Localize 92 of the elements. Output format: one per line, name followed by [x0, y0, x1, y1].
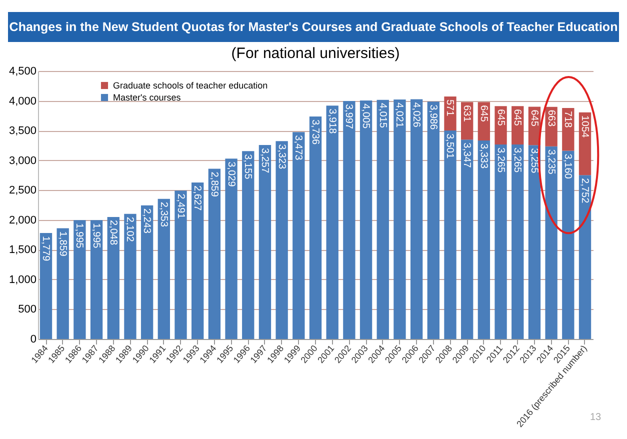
bar: [376, 100, 389, 339]
chart-subtitle: (For national universities): [231, 45, 400, 62]
data-label: 2,243: [141, 208, 152, 234]
data-label: 1,995: [74, 223, 85, 249]
y-tick-label: 4,000: [8, 95, 36, 108]
y-tick-label: 2,500: [8, 184, 36, 197]
data-label: 571: [444, 99, 456, 117]
data-label: 3,918: [326, 108, 338, 134]
data-label: 645: [494, 109, 506, 126]
data-label: 1,995: [90, 223, 102, 249]
bar: [326, 106, 338, 339]
data-label: 3,347: [461, 142, 472, 168]
bar: [528, 145, 541, 339]
data-label: 3,997: [343, 104, 354, 130]
data-label: 3,473: [292, 135, 304, 161]
bar: [242, 151, 254, 339]
data-label: 631: [461, 105, 472, 122]
data-label: 645: [528, 110, 540, 127]
data-label: 663: [545, 110, 556, 127]
bar: [56, 228, 69, 339]
bar: [107, 217, 120, 339]
bar: [444, 96, 456, 130]
bar: [444, 130, 456, 339]
data-label: 2,353: [158, 202, 169, 228]
y-tick-label: 3,500: [8, 125, 36, 138]
data-label: 2,752: [579, 178, 590, 204]
bar: [478, 140, 490, 339]
bar: [494, 106, 507, 145]
bar: [292, 132, 305, 339]
bar: [394, 100, 406, 339]
data-label: 1,859: [56, 231, 68, 257]
bar: [225, 158, 238, 339]
data-label: 718: [562, 111, 574, 128]
data-label: 645: [512, 109, 523, 126]
bar: [545, 146, 558, 339]
bar: [427, 102, 440, 339]
y-tick-label: 3,000: [8, 154, 36, 167]
bar: [410, 99, 423, 339]
data-label: 2,048: [107, 220, 118, 246]
data-label: 4,005: [360, 103, 372, 129]
bar: [192, 182, 204, 339]
data-label: 3,160: [562, 154, 574, 180]
legend-label: Master's courses: [113, 92, 182, 102]
bar: [174, 190, 187, 339]
data-label: 645: [478, 105, 489, 122]
bar: [343, 100, 356, 339]
bar: [90, 220, 103, 339]
data-label: 1054: [579, 115, 590, 138]
data-label: 3,235: [545, 149, 556, 175]
data-label: 2,859: [208, 172, 220, 198]
data-label: 3,265: [512, 148, 523, 174]
data-label: 3,323: [276, 144, 287, 170]
bar: [494, 144, 507, 339]
chart-title: Changes in the New Student Quotas for Master's Courses and Graduate Schools of Teacher Education: [8, 12, 619, 42]
y-tick-label: 4,500: [8, 66, 36, 78]
legend-label: Graduate schools of teacher education: [113, 80, 268, 90]
data-label: 3,501: [444, 133, 456, 159]
data-label: 4,021: [394, 102, 405, 128]
data-label: 4,015: [376, 102, 388, 128]
y-tick-label: 2,000: [8, 214, 36, 226]
bar: [158, 198, 170, 339]
y-tick-label: 500: [18, 304, 36, 316]
bar: [578, 175, 592, 339]
bar: [208, 168, 221, 339]
bar: [140, 205, 154, 339]
data-label: 3,333: [478, 144, 489, 169]
bar: [276, 141, 288, 339]
bar: [360, 100, 372, 339]
data-label: 3,257: [258, 148, 270, 174]
data-label: 2,627: [192, 186, 203, 212]
data-label: 2,102: [124, 216, 136, 242]
data-label: 1,779: [40, 236, 51, 262]
data-label: 3,029: [225, 162, 236, 188]
y-tick-label: 1,500: [8, 244, 36, 256]
data-label: 4,026: [410, 102, 422, 128]
bar: [258, 145, 272, 339]
data-label: 3,255: [528, 148, 540, 174]
bar: [512, 144, 524, 339]
y-tick-label: 1,000: [8, 274, 36, 286]
data-label: 3,155: [242, 154, 254, 180]
bar: [461, 140, 474, 339]
data-label: 3,986: [427, 104, 438, 130]
text: 13: [590, 412, 602, 423]
y-tick-label: 0: [30, 334, 36, 346]
bar: [40, 233, 52, 339]
bar: [309, 116, 322, 339]
data-label: 3,265: [494, 148, 506, 174]
data-label: 2,491: [174, 194, 186, 220]
data-label: 3,736: [310, 120, 320, 145]
bar: [124, 214, 136, 339]
bar: [562, 150, 574, 339]
bar: [74, 220, 86, 339]
